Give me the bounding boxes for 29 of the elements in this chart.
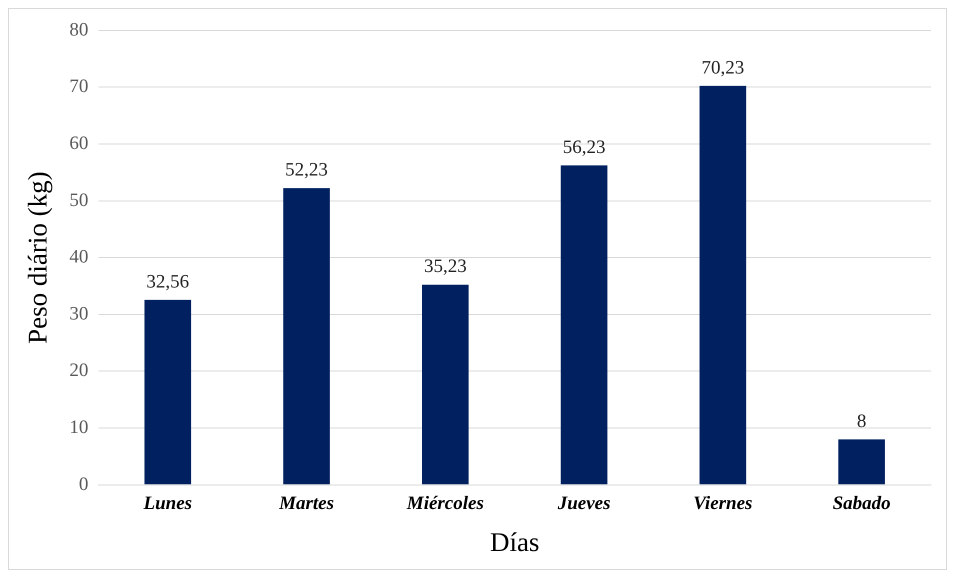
y-tick-label: 50 bbox=[69, 190, 88, 211]
y-tick-label: 10 bbox=[69, 416, 88, 438]
bar bbox=[700, 86, 746, 484]
x-tick-label: Viernes bbox=[693, 493, 752, 514]
data-label: 8 bbox=[856, 410, 866, 432]
y-tick-label: 70 bbox=[69, 76, 88, 98]
bar bbox=[144, 300, 192, 484]
data-label: 52,23 bbox=[285, 160, 328, 181]
y-tick-label: 40 bbox=[69, 246, 88, 268]
y-tick-label: 30 bbox=[69, 303, 88, 324]
x-tick-label: Sabado bbox=[832, 493, 891, 514]
x-tick-label: Miércoles bbox=[406, 493, 484, 514]
y-tick-label: 80 bbox=[69, 19, 88, 40]
y-tick-label: 20 bbox=[69, 360, 88, 382]
y-axis-title: Peso diário (kg) bbox=[22, 171, 52, 344]
bar bbox=[838, 439, 885, 484]
x-tick-label: Martes bbox=[278, 493, 334, 514]
bar bbox=[422, 284, 469, 484]
y-tick-label: 0 bbox=[78, 474, 88, 495]
data-label: 56,23 bbox=[562, 136, 606, 158]
x-tick-label: Jueves bbox=[556, 493, 610, 514]
data-label: 35,23 bbox=[424, 256, 467, 278]
bar bbox=[283, 188, 330, 484]
data-label: 70,23 bbox=[701, 57, 744, 78]
x-tick-label: Lunes bbox=[142, 493, 192, 514]
bar bbox=[560, 165, 608, 484]
data-label: 32,56 bbox=[146, 271, 190, 292]
y-tick-label: 60 bbox=[69, 132, 88, 154]
x-axis-title: Días bbox=[490, 526, 540, 557]
